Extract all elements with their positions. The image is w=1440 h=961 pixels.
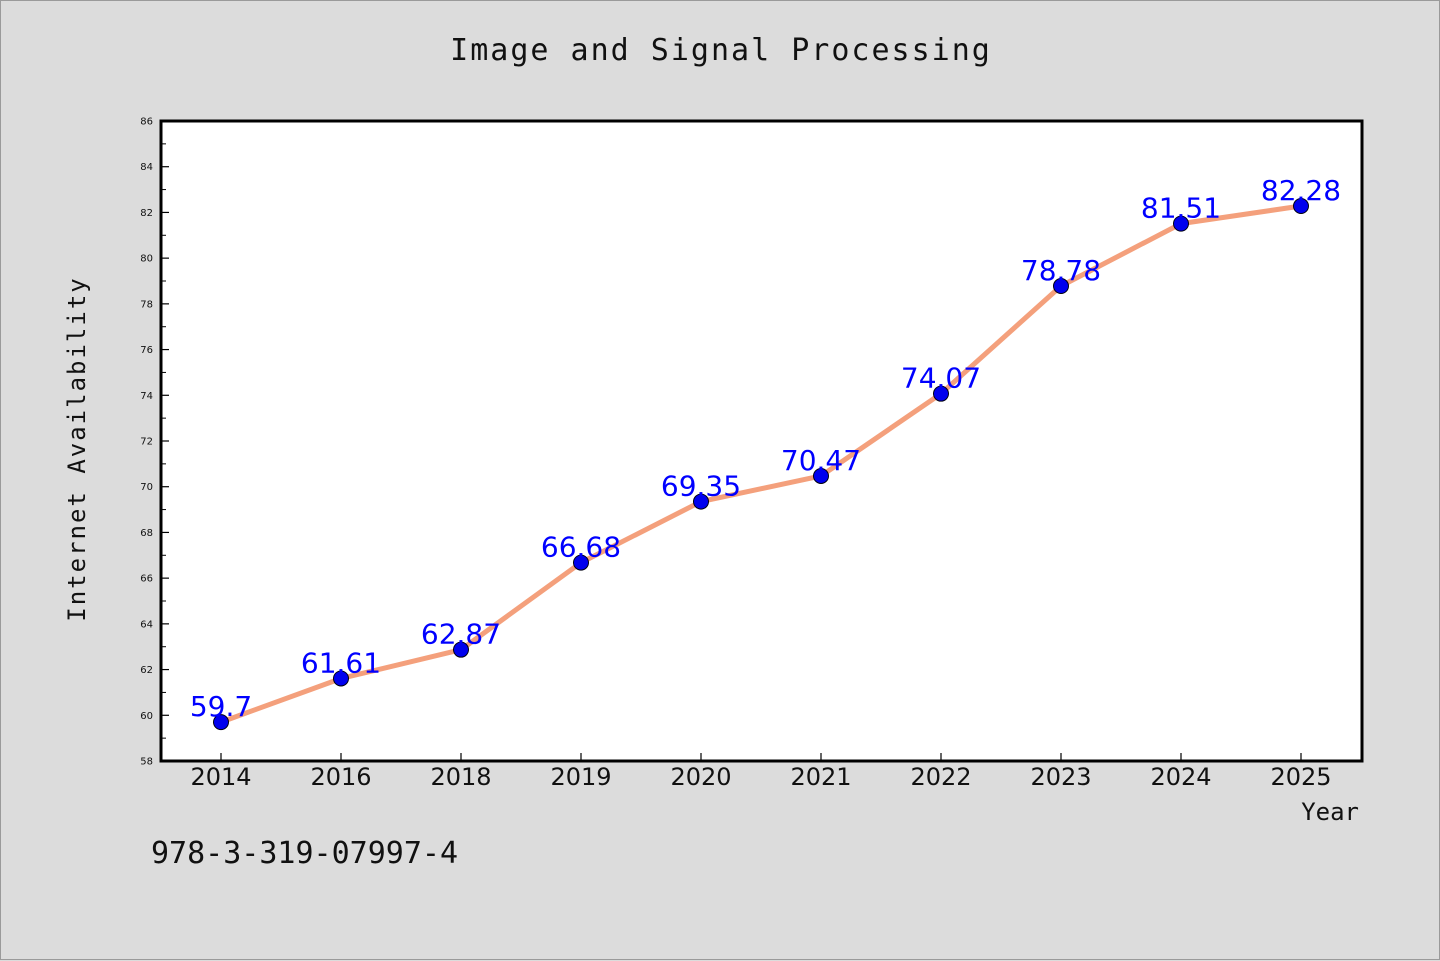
- data-label: 81.51: [1141, 192, 1221, 225]
- data-label: 59.7: [190, 690, 252, 723]
- data-point: [813, 467, 829, 484]
- x-tick-label: 2023: [1030, 763, 1091, 791]
- data-label: 82.28: [1261, 174, 1341, 207]
- y-tick-label: 84: [140, 162, 153, 173]
- x-tick-label: 2022: [910, 763, 971, 791]
- x-tick-label: 2016: [310, 763, 371, 791]
- plot-frame: [159, 119, 1364, 763]
- y-tick-label: 64: [140, 619, 153, 630]
- data-point: [693, 493, 709, 510]
- y-tick-label: 80: [140, 254, 153, 265]
- plot-area: [161, 121, 1362, 761]
- x-tick-label: 2021: [790, 763, 851, 791]
- y-tick-label: 74: [140, 391, 153, 402]
- series-line: [218, 203, 1304, 725]
- x-tick-label: 2019: [550, 763, 611, 791]
- data-label: 74.07: [901, 362, 981, 395]
- y-tick-label: 58: [140, 757, 153, 768]
- x-tick-label: 2024: [1150, 763, 1211, 791]
- data-point: [333, 670, 349, 687]
- data-label: 61.61: [301, 646, 381, 679]
- data-label: 69.35: [661, 470, 741, 503]
- x-tick-label: 2025: [1270, 763, 1331, 791]
- x-tick-label: 2020: [670, 763, 731, 791]
- data-point: [573, 554, 589, 571]
- data-point: [1053, 278, 1069, 295]
- x-axis-label: Year: [1301, 798, 1359, 826]
- data-label: 66.68: [541, 531, 621, 564]
- data-point: [933, 385, 949, 402]
- chart-title: Image and Signal Processing: [450, 33, 992, 68]
- y-tick-label: 72: [140, 437, 153, 448]
- data-point: [453, 641, 469, 658]
- x-tick-label: 2018: [430, 763, 491, 791]
- y-tick-label: 62: [140, 665, 153, 676]
- data-point: [1293, 198, 1309, 215]
- data-label: 70.47: [781, 444, 861, 477]
- y-tick-label: 78: [140, 299, 153, 310]
- y-tick-label: 60: [140, 711, 153, 722]
- y-tick-label: 76: [140, 345, 153, 356]
- data-point: [213, 714, 229, 731]
- data-point: [1173, 215, 1189, 232]
- y-tick-label: 86: [140, 117, 153, 128]
- y-tick-label: 66: [140, 574, 153, 585]
- data-label: 78.78: [1021, 254, 1101, 287]
- y-tick-label: 70: [140, 482, 153, 493]
- isbn-annotation: 978-3-319-07997-4: [151, 836, 459, 871]
- data-label: 62.87: [421, 618, 501, 651]
- y-tick-label: 68: [140, 528, 153, 539]
- y-tick-label: 82: [140, 208, 153, 219]
- x-tick-label: 2014: [190, 763, 251, 791]
